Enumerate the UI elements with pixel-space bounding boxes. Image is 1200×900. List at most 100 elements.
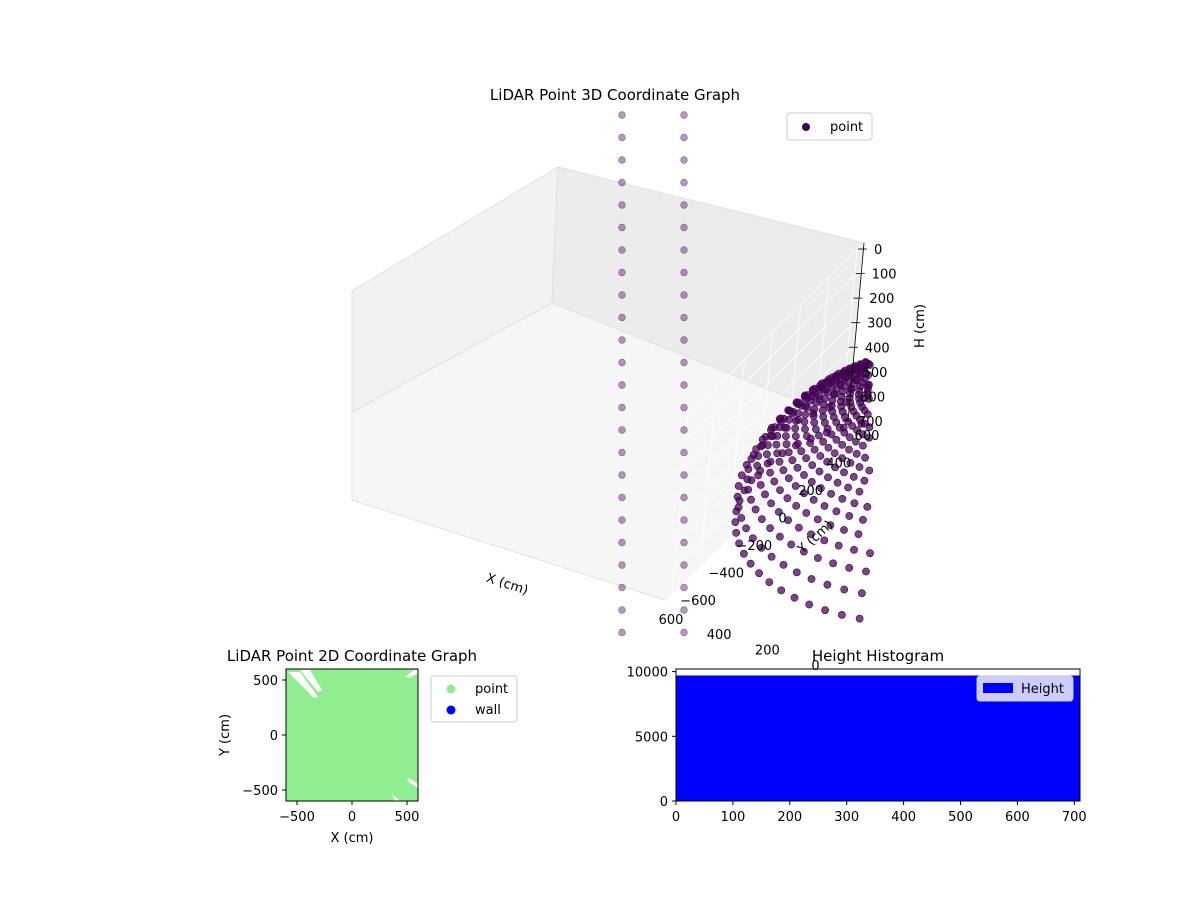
scatter-point — [680, 268, 688, 277]
z-ticks-3d: 0 100 200 300 400 500 600 700 — [842, 243, 897, 430]
z-tick-label-3d: 200 — [869, 292, 894, 307]
grid-line — [857, 318, 1171, 420]
scatter-point — [824, 473, 832, 482]
scatter-point — [860, 363, 869, 372]
legend-2d-marker-point — [446, 684, 456, 694]
scatter-point — [735, 496, 744, 505]
scatter-point — [807, 575, 816, 583]
z-tick-label-3d: 300 — [867, 317, 892, 332]
scatter-point — [737, 514, 746, 522]
scatter-point — [618, 336, 626, 344]
scatter-point — [851, 363, 860, 372]
scatter-point — [805, 600, 814, 609]
scatter-point — [680, 201, 688, 209]
scatter-point — [792, 501, 801, 510]
legend-hist-box — [976, 675, 1074, 702]
scatter-point — [732, 507, 741, 516]
scatter-point — [800, 489, 808, 498]
scatter-point — [784, 448, 793, 457]
x-tick-label-hist: 500 — [948, 810, 973, 825]
scatter-point — [852, 437, 860, 446]
y-tick-label-2d: 0 — [270, 729, 278, 744]
grid-line — [676, 293, 860, 474]
scatter-point — [777, 586, 786, 595]
x-tick-label-hist: 700 — [1062, 810, 1087, 825]
legend-3d-marker-point — [802, 123, 810, 131]
scatter-point — [826, 521, 835, 529]
scatter-point — [793, 463, 802, 472]
scatter-point — [618, 381, 626, 389]
y-ticks-hist: 0 5000 10000 — [627, 666, 676, 810]
y-tick-label-2d: 500 — [253, 674, 278, 689]
scatter-point — [618, 516, 626, 524]
scatter-point — [732, 529, 741, 537]
scatter-point — [680, 583, 688, 592]
scatter-point — [863, 502, 872, 511]
scatter-point — [852, 449, 861, 458]
scatter-point — [844, 377, 853, 386]
scatter-point — [758, 515, 766, 523]
scatter-point — [618, 313, 626, 322]
scatter-point — [680, 471, 688, 479]
scatter-point — [865, 466, 874, 475]
scatter-point — [815, 431, 823, 440]
scatter-point — [746, 559, 755, 568]
x-tick-label-3d: 600 — [659, 613, 684, 628]
scatter-point — [814, 554, 822, 562]
grid-line — [907, 262, 925, 441]
scatter-point — [809, 495, 818, 504]
z-tick-label-3d: 400 — [865, 341, 890, 356]
scatter-point — [767, 423, 776, 432]
scatter-point — [859, 516, 867, 524]
scatter-point — [812, 425, 820, 433]
x-tick-label-hist: 0 — [672, 810, 680, 825]
scatter-point — [765, 578, 774, 586]
scatter-point — [776, 486, 784, 494]
y-ticks-2d: −500 0 500 — [242, 674, 286, 799]
legend-hist: Height — [976, 675, 1074, 702]
plot-3d: LiDAR Point 3D Coordinate Graph −600 −400… — [351, 86, 1178, 720]
x-tick-label-hist: 100 — [720, 810, 745, 825]
scatter-point — [763, 450, 771, 459]
scatter-point — [866, 549, 874, 558]
scatter-point — [806, 439, 814, 447]
scatter-point — [800, 471, 808, 479]
y-tick-label-hist: 0 — [660, 795, 668, 810]
x-tick-label-3d: 0 — [811, 659, 819, 674]
scatter-point — [810, 418, 819, 427]
scatter-point — [802, 394, 811, 403]
scatter-point — [753, 461, 762, 470]
grid-line — [847, 420, 1162, 522]
scatter-point — [831, 463, 839, 472]
grid-line — [671, 415, 689, 594]
gap-top-left-2 — [300, 670, 322, 692]
scatter-point — [792, 568, 801, 577]
scatter-point — [680, 291, 688, 299]
scatter-point — [773, 449, 782, 458]
scatter-point — [618, 403, 626, 412]
scatter-point — [850, 499, 859, 508]
scatter-point — [827, 430, 836, 439]
scatter-point — [809, 411, 818, 420]
scatter-point — [767, 552, 776, 561]
scatter-point — [791, 432, 800, 441]
scatter-point — [802, 509, 811, 517]
grid-line — [680, 242, 865, 423]
ylabel-3d: Y (cm) — [794, 518, 836, 558]
scatter-point — [776, 414, 785, 423]
scatter-point — [810, 405, 819, 414]
scatter-point — [823, 457, 832, 466]
scatter-point — [618, 223, 626, 232]
scatter-point — [849, 472, 858, 481]
xlabel-2d: X (cm) — [331, 831, 374, 846]
scatter-point — [734, 482, 743, 490]
y-tick-label-hist: 5000 — [635, 730, 668, 745]
scatter-point — [680, 426, 688, 434]
scatter-point — [823, 580, 832, 589]
grid-line — [678, 268, 862, 448]
x-tick-label-hist: 600 — [1005, 810, 1030, 825]
scatter-point — [782, 432, 790, 440]
scatter-point — [751, 505, 760, 514]
scatter-point — [845, 445, 853, 454]
